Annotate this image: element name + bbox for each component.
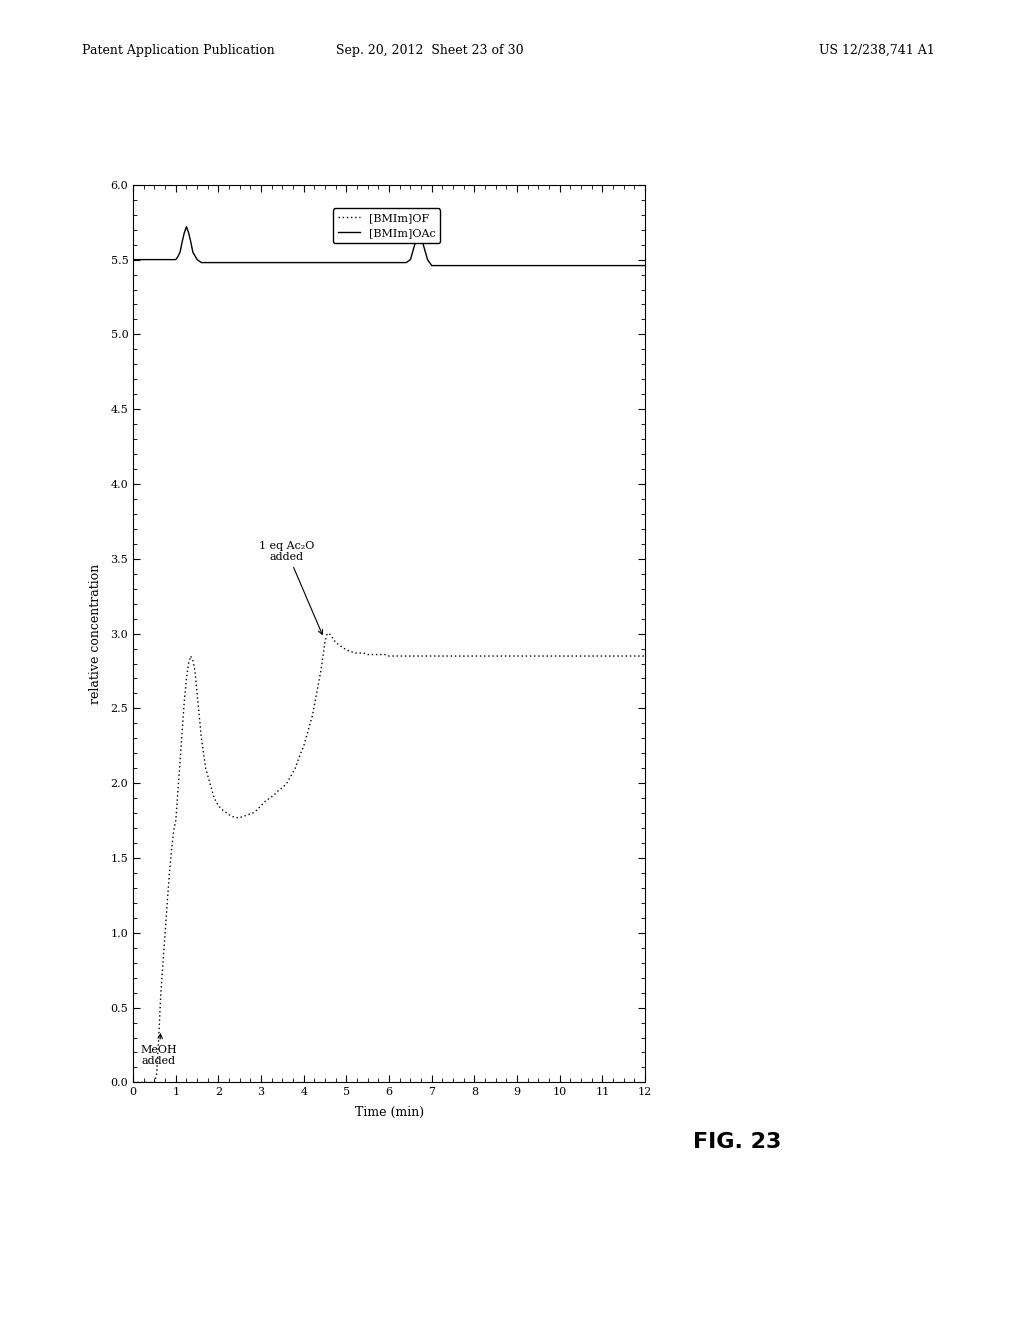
Text: Sep. 20, 2012  Sheet 23 of 30: Sep. 20, 2012 Sheet 23 of 30 — [336, 44, 524, 57]
Line: [BMIm]OAc: [BMIm]OAc — [133, 227, 645, 265]
Text: Patent Application Publication: Patent Application Publication — [82, 44, 274, 57]
[BMIm]OAc — [174, 244, 186, 260]
[BMIm]OAc — [186, 244, 199, 260]
Text: MeOH
added: MeOH added — [140, 1034, 177, 1067]
[BMIm]OF — [322, 626, 334, 642]
Text: US 12/238,741 A1: US 12/238,741 A1 — [819, 44, 935, 57]
[BMIm]OF — [184, 648, 197, 664]
[BMIm]OAc — [255, 255, 267, 271]
[BMIm]OAc — [127, 252, 139, 268]
[BMIm]OF — [163, 865, 175, 880]
[BMIm]OF — [639, 648, 651, 664]
Text: FIG. 23: FIG. 23 — [693, 1131, 781, 1152]
Text: 1 eq Ac₂O
added: 1 eq Ac₂O added — [259, 540, 323, 635]
[BMIm]OF — [379, 647, 391, 663]
[BMIm]OAc — [349, 255, 361, 271]
[BMIm]OF — [127, 1074, 139, 1090]
Legend: [BMIm]OF, [BMIm]OAc: [BMIm]OF, [BMIm]OAc — [333, 209, 440, 243]
[BMIm]OF — [617, 648, 630, 664]
[BMIm]OAc — [180, 219, 193, 235]
Y-axis label: relative concentration: relative concentration — [89, 564, 102, 704]
[BMIm]OAc — [159, 252, 171, 268]
[BMIm]OF — [188, 663, 201, 678]
Line: [BMIm]OF: [BMIm]OF — [133, 634, 645, 1082]
[BMIm]OAc — [468, 257, 480, 273]
X-axis label: Time (min): Time (min) — [354, 1106, 424, 1118]
[BMIm]OAc — [639, 257, 651, 273]
[BMIm]OAc — [426, 257, 438, 273]
[BMIm]OF — [596, 648, 608, 664]
